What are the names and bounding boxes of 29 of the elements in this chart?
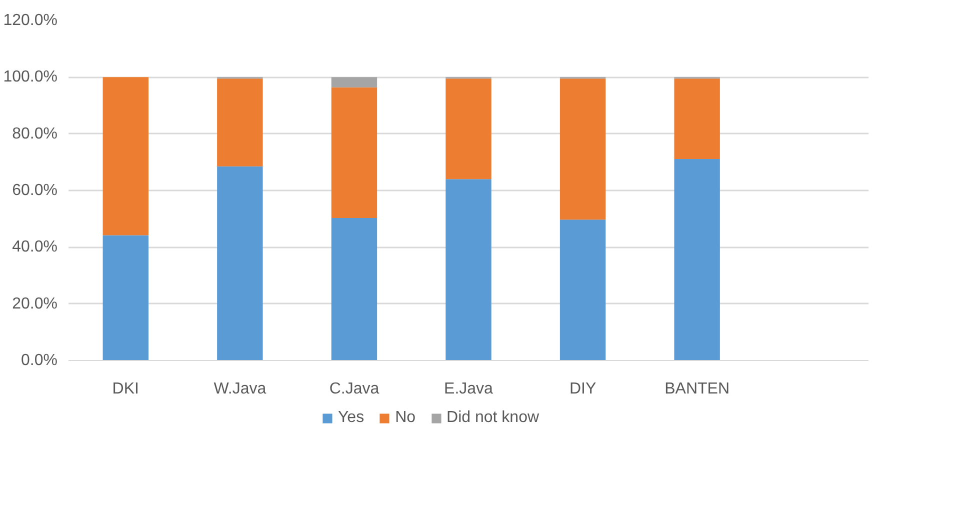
bar [560, 78, 606, 220]
bar [674, 159, 720, 360]
legend-label: Yes [338, 409, 364, 427]
y-tick-label: 80.0% [12, 125, 58, 142]
y-tick-label: 100.0% [3, 68, 58, 86]
x-tick-label: C.Java [329, 380, 380, 398]
legend-label: Did not know [446, 409, 540, 427]
bar [102, 77, 148, 236]
x-tick-label: DKI [112, 380, 139, 398]
bar [331, 87, 378, 218]
x-tick-label: E.Java [444, 380, 494, 398]
y-tick-label: 40.0% [12, 238, 58, 256]
bar [331, 77, 378, 88]
x-tick-label: BANTEN [664, 380, 730, 398]
legend-label: No [395, 409, 416, 427]
bar [331, 218, 378, 360]
y-tick-label: 120.0% [3, 12, 58, 29]
bar [217, 166, 263, 360]
bar [446, 78, 492, 180]
x-tick-label: W.Java [214, 380, 266, 398]
x-tick-label: DIY [569, 380, 596, 398]
bar [560, 220, 606, 360]
y-tick-label: 20.0% [12, 295, 58, 312]
bar [217, 78, 263, 166]
y-tick-label: 0.0% [21, 352, 58, 369]
bar [102, 235, 148, 360]
y-tick-label: 60.0% [12, 182, 58, 199]
bar [674, 78, 720, 160]
bar [446, 179, 492, 360]
